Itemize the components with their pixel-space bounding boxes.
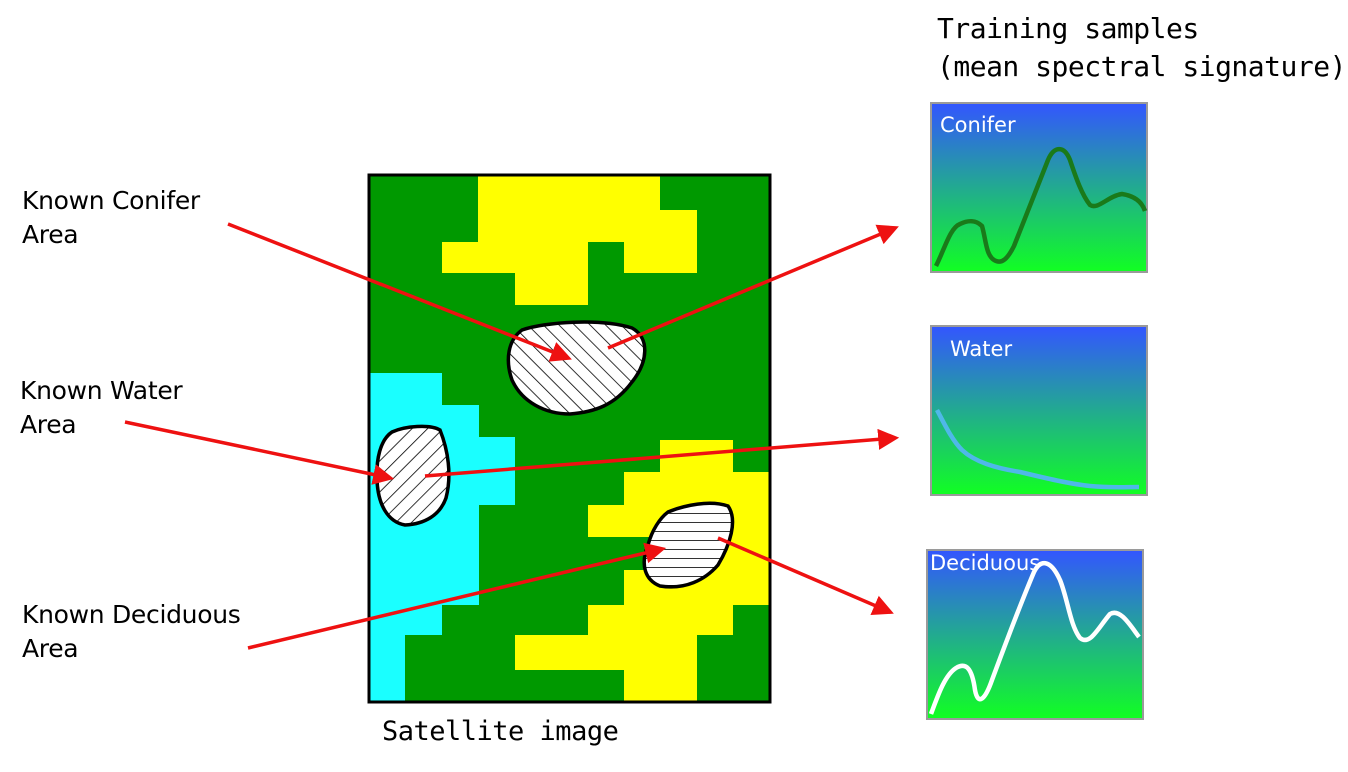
satellite-image-caption: Satellite image xyxy=(382,716,619,747)
known-deciduous-label: Known Deciduous Area xyxy=(22,600,241,663)
conifer-panel: Conifer xyxy=(930,102,1148,273)
arrow-conifer-area-to-panel xyxy=(607,224,899,350)
arrow-water-label-to-area xyxy=(124,420,395,485)
conifer-panel-title: Conifer xyxy=(940,113,1016,137)
arrow-deciduous-label-to-area xyxy=(247,542,667,650)
training-samples-title: Training samples (mean spectral signatur… xyxy=(937,12,1346,83)
satellite-border xyxy=(367,173,772,704)
arrow-deciduous-area-to-panel xyxy=(717,536,894,616)
deciduous-signature-line xyxy=(928,561,1141,715)
known-conifer-label: Known Conifer Area xyxy=(22,186,200,249)
arrow-conifer-label-to-area xyxy=(227,222,572,362)
arrows xyxy=(124,222,900,650)
conifer-signature-line xyxy=(933,146,1148,268)
deciduous-panel: Deciduous xyxy=(926,549,1144,720)
deciduous-panel-title: Deciduous xyxy=(930,551,1040,575)
arrow-water-area-to-panel xyxy=(424,428,900,478)
water-panel-title: Water xyxy=(950,337,1012,361)
water-panel: Water xyxy=(930,325,1148,496)
satellite-image xyxy=(367,173,772,704)
water-signature-line xyxy=(935,408,1140,490)
deciduous-patch-top xyxy=(442,175,697,305)
known-water-label: Known Water Area xyxy=(20,376,183,439)
